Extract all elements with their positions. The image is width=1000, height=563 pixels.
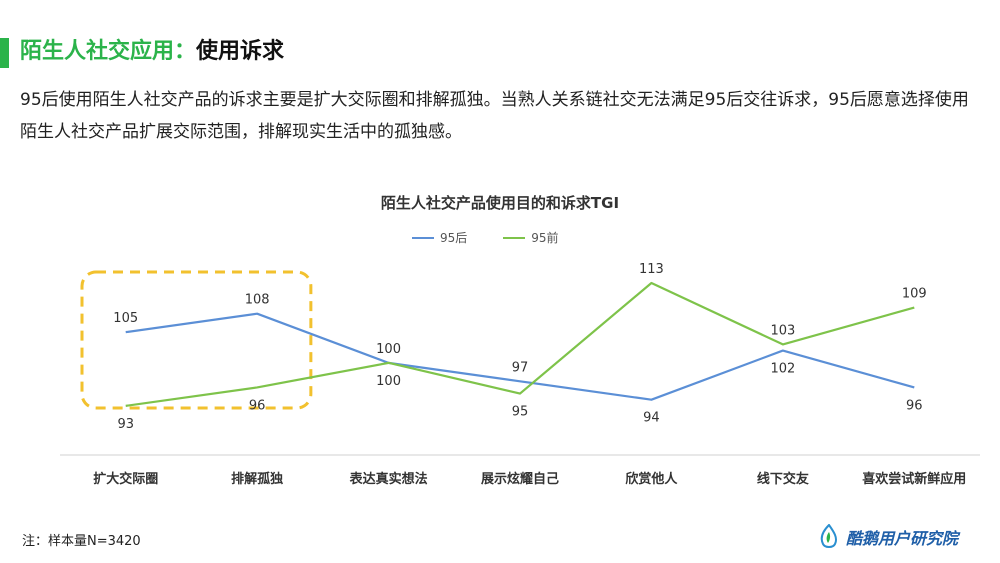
data-label: 100 — [376, 342, 401, 357]
x-tick-label: 表达真实想法 — [349, 471, 428, 487]
legend-swatch-95qian — [503, 236, 526, 239]
data-label: 96 — [906, 398, 923, 413]
data-label: 109 — [902, 287, 927, 302]
x-tick-label: 排解孤独 — [231, 471, 283, 487]
data-label: 108 — [245, 293, 270, 308]
legend-item-95qian: 95前 — [503, 229, 559, 246]
legend-item-95hou: 95后 — [412, 229, 467, 246]
data-label: 94 — [643, 411, 660, 426]
x-tick-label: 扩大交际圈 — [93, 471, 158, 487]
intro-paragraph: 95后使用陌生人社交产品的诉求主要是扩大交际圈和排解孤独。当熟人关系链社交无法满… — [20, 90, 969, 142]
x-tick-label: 线下交友 — [757, 471, 809, 487]
data-label: 97 — [512, 360, 529, 375]
x-tick-label: 展示炫耀自己 — [481, 471, 559, 487]
brand-logo-text: 酷鹅用户研究院 — [846, 529, 959, 548]
data-label: 113 — [639, 262, 664, 277]
data-label: 105 — [113, 311, 138, 326]
data-label: 102 — [770, 362, 795, 377]
data-label: 96 — [249, 398, 266, 413]
series-line-95hou — [125, 312, 915, 401]
title-accent-bar — [0, 38, 9, 68]
x-tick-label: 喜欢尝试新鲜应用 — [862, 471, 966, 487]
page-title-main: 使用诉求 — [196, 39, 285, 64]
legend-swatch-95hou — [412, 236, 434, 239]
legend-label-95qian: 95前 — [531, 231, 559, 245]
brand-logo: 酷鹅用户研究院 — [818, 524, 958, 550]
data-label: 95 — [512, 405, 529, 420]
page-title: 陌生人社交应用：使用诉求 — [20, 36, 284, 68]
penguin-flame-icon — [820, 524, 838, 548]
x-tick-label: 欣赏他人 — [625, 471, 678, 487]
chart-title: 陌生人社交产品使用目的和诉求TGI — [380, 194, 620, 212]
data-label: 100 — [376, 374, 401, 389]
data-label: 93 — [117, 417, 134, 432]
series-line-95qian — [125, 281, 915, 407]
highlight-box — [80, 270, 313, 410]
chart-legend: 95后 95前 — [412, 229, 559, 246]
data-label: 103 — [770, 323, 795, 338]
page-title-prefix: 陌生人社交应用： — [20, 39, 197, 64]
legend-label-95hou: 95后 — [440, 231, 468, 245]
footnote: 注：样本量N=3420 — [22, 534, 141, 549]
